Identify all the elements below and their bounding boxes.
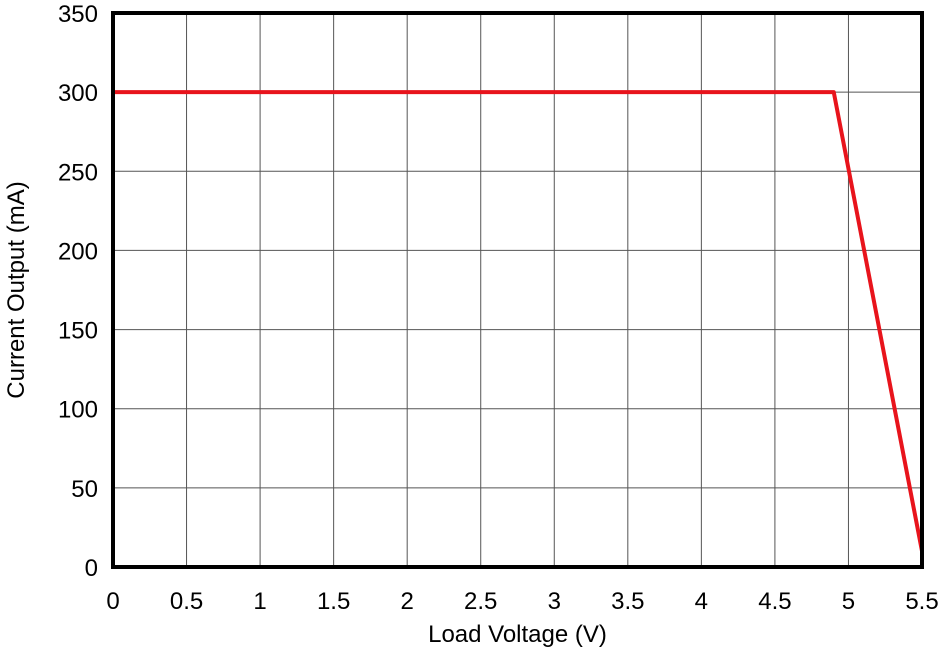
x-tick-label: 2 [401, 588, 414, 615]
x-tick-label: 5.5 [905, 588, 938, 615]
x-tick-label: 0.5 [170, 588, 203, 615]
series-layer [113, 90, 924, 552]
y-axis-ticks: 0 50 100 150 200 250 300 350 [58, 1, 98, 582]
series-line [113, 90, 924, 552]
y-tick-label: 150 [58, 318, 98, 345]
x-tick-label: 4.5 [758, 588, 791, 615]
x-axis-ticks: 0 0.5 1 1.5 2 2.5 3 3.5 4 4.5 5 5.5 [106, 588, 938, 615]
y-tick-label: 300 [58, 80, 98, 107]
x-tick-label: 3.5 [611, 588, 644, 615]
x-tick-label: 3 [548, 588, 561, 615]
x-axis-title: Load Voltage (V) [428, 621, 607, 648]
y-tick-label: 0 [85, 555, 98, 582]
x-tick-label: 4 [695, 588, 708, 615]
x-tick-label: 2.5 [464, 588, 497, 615]
y-axis-title: Current Output (mA) [3, 181, 30, 398]
x-tick-label: 1 [253, 588, 266, 615]
x-tick-label: 0 [106, 588, 119, 615]
plot-frame [111, 11, 924, 569]
x-tick-label: 1.5 [317, 588, 350, 615]
grid [113, 13, 922, 567]
y-tick-label: 200 [58, 238, 98, 265]
y-tick-label: 250 [58, 159, 98, 186]
y-tick-label: 50 [71, 476, 98, 503]
y-tick-label: 100 [58, 397, 98, 424]
y-tick-label: 350 [58, 1, 98, 28]
x-tick-label: 5 [842, 588, 855, 615]
